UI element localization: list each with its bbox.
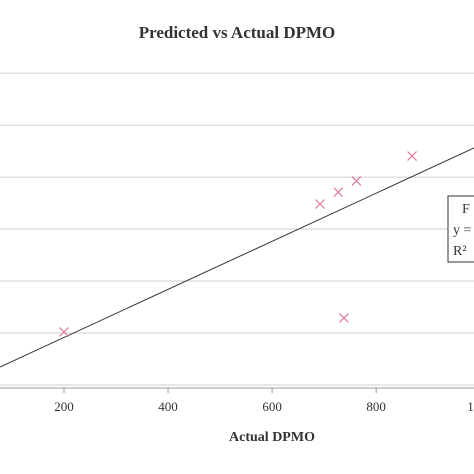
x-tick-label: 400 <box>158 399 178 414</box>
x-axis-label: Actual DPMO <box>229 430 315 445</box>
x-tick-label: 1000 <box>467 399 474 414</box>
x-tick-label: 800 <box>366 399 386 414</box>
point <box>351 176 362 186</box>
trendline <box>0 147 474 368</box>
chart-title: Predicted vs Actual DPMO <box>139 23 336 42</box>
legend-text: y = <box>453 223 472 238</box>
x-tick-label: 200 <box>54 399 74 414</box>
point <box>338 313 349 323</box>
legend-box <box>447 195 474 263</box>
point <box>59 327 69 337</box>
legend-text: R² <box>453 244 467 259</box>
point <box>407 151 418 161</box>
point <box>315 199 325 210</box>
legend-text: F <box>462 202 470 217</box>
point <box>333 187 344 198</box>
x-tick-label: 600 <box>262 399 282 414</box>
